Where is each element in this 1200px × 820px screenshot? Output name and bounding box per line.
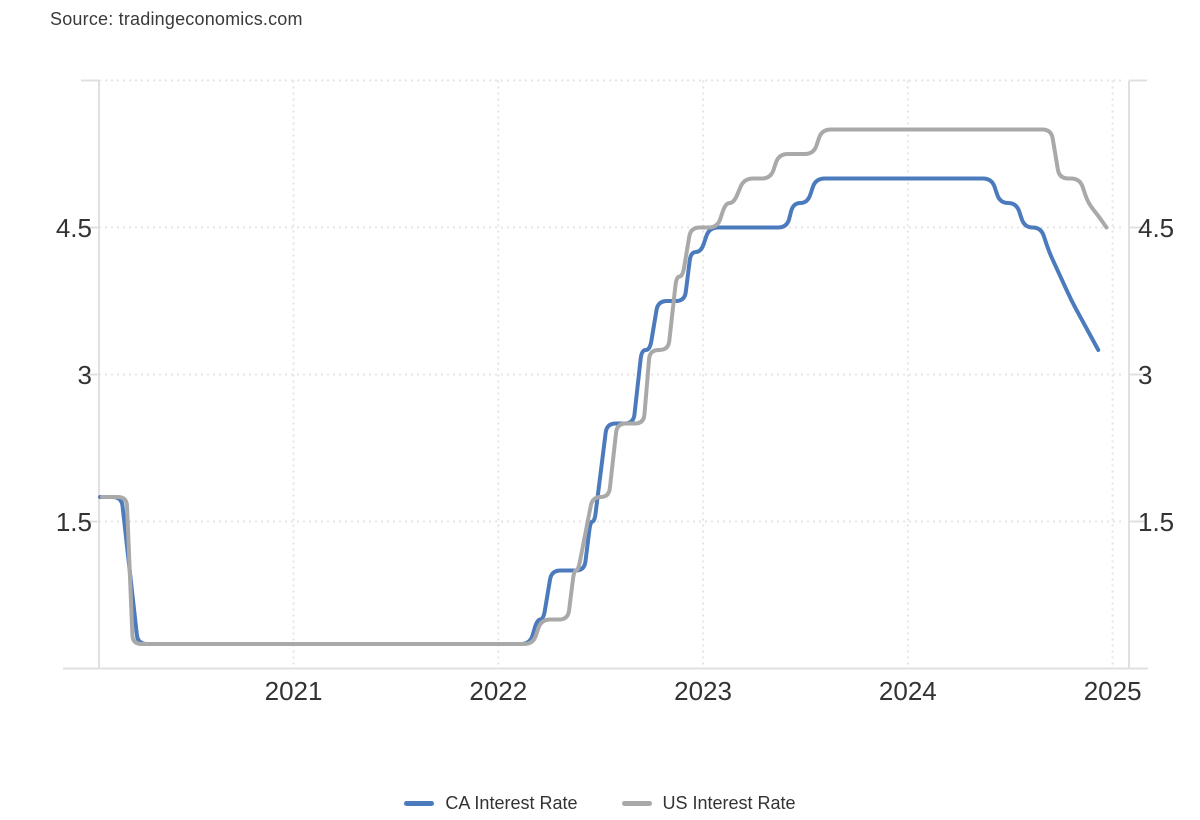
ca-interest-rate-line[interactable] — [98, 176, 1101, 646]
legend-label-us: US Interest Rate — [662, 792, 796, 813]
ca-line-swatch-icon — [404, 800, 435, 806]
y-axis-label-right-1.5: 1.5 — [1138, 506, 1175, 537]
x-axis-label-2021: 2021 — [264, 676, 323, 706]
y-axis-label-right-3: 3 — [1138, 359, 1153, 390]
y-axis-label-right-4.5: 4.5 — [1138, 212, 1175, 243]
x-axis-label-2022: 2022 — [469, 676, 528, 706]
chart-legend: CA Interest Rate US Interest Rate — [0, 791, 1200, 815]
legend-item-ca-interest-rate[interactable]: CA Interest Rate — [404, 792, 578, 814]
us-line-swatch-icon — [621, 800, 652, 806]
x-axis-label-2024: 2024 — [878, 676, 937, 706]
x-axis-label-2023: 2023 — [674, 676, 732, 706]
y-axis-label-left-1.5: 1.5 — [55, 506, 92, 537]
y-axis-label-left-4.5: 4.5 — [55, 212, 92, 243]
legend-label-ca: CA Interest Rate — [445, 792, 578, 813]
x-axis-label-2025: 2025 — [1083, 676, 1142, 706]
source-label: Source: tradingeconomics.com — [50, 9, 303, 29]
us-interest-rate-line[interactable] — [100, 127, 1109, 646]
y-axis-label-left-3: 3 — [77, 359, 92, 390]
legend-item-us-interest-rate[interactable]: US Interest Rate — [621, 792, 796, 814]
